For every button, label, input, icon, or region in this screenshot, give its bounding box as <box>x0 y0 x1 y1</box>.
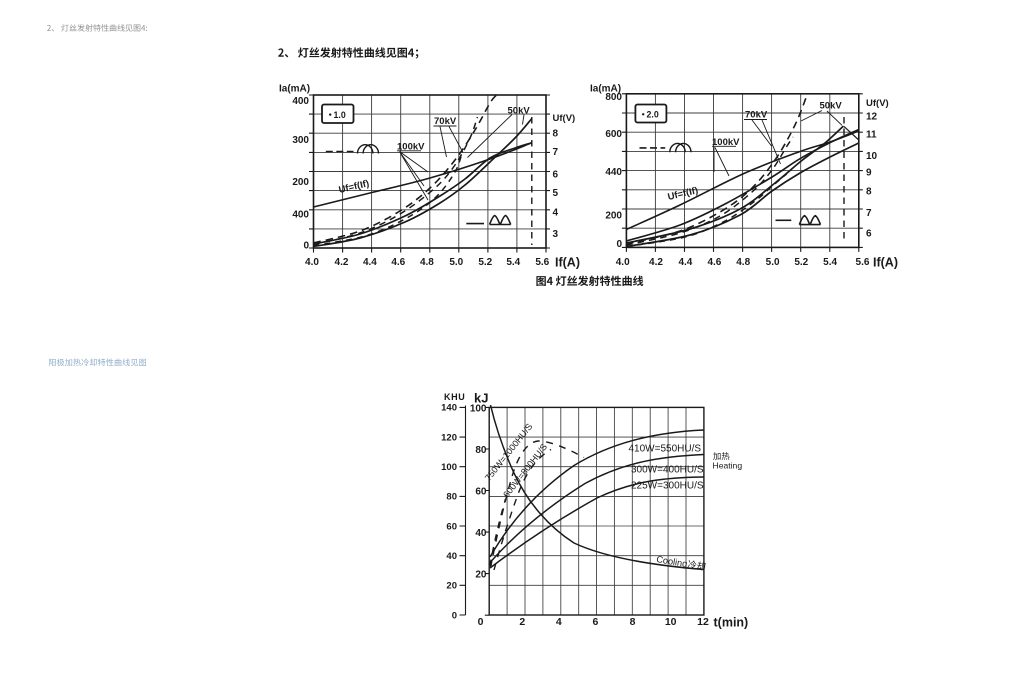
svg-text:4.0: 4.0 <box>616 257 630 268</box>
svg-text:9: 9 <box>866 167 872 178</box>
svg-text:4.6: 4.6 <box>707 257 721 268</box>
svg-text:Uf=f(If): Uf=f(If) <box>667 185 700 203</box>
svg-text:5.2: 5.2 <box>794 257 808 268</box>
svg-text:4.8: 4.8 <box>420 257 434 268</box>
svg-text:40: 40 <box>475 528 487 539</box>
svg-text:If(A): If(A) <box>873 256 898 270</box>
svg-text:8: 8 <box>866 186 872 197</box>
svg-text:Uf(V): Uf(V) <box>866 98 889 109</box>
svg-text:0: 0 <box>452 610 457 621</box>
svg-text:60: 60 <box>475 487 487 498</box>
svg-text:0: 0 <box>303 241 309 252</box>
svg-text:70kV: 70kV <box>745 109 768 120</box>
svg-text:120: 120 <box>441 432 457 443</box>
svg-text:80: 80 <box>475 445 487 456</box>
svg-text:10: 10 <box>866 151 878 162</box>
svg-text:5.2: 5.2 <box>478 257 492 268</box>
svg-text:kJ: kJ <box>474 391 488 406</box>
svg-text:6: 6 <box>553 170 559 181</box>
svg-text:t(min): t(min) <box>714 616 749 630</box>
svg-text:80: 80 <box>446 492 457 503</box>
svg-text:5.0: 5.0 <box>449 257 463 268</box>
svg-text:225W=300HU/S: 225W=300HU/S <box>631 481 704 492</box>
svg-text:4: 4 <box>553 208 559 219</box>
svg-text:100: 100 <box>470 404 487 415</box>
svg-text:5.0: 5.0 <box>766 257 780 268</box>
svg-text:800: 800 <box>605 92 622 103</box>
svg-text:Ia(mA): Ia(mA) <box>590 84 621 95</box>
svg-text:20: 20 <box>446 581 457 592</box>
svg-text:6: 6 <box>866 228 872 239</box>
svg-text:40: 40 <box>446 551 457 562</box>
svg-text:4.6: 4.6 <box>391 257 405 268</box>
svg-text:KHU: KHU <box>444 392 465 402</box>
svg-text:5.6: 5.6 <box>856 257 870 268</box>
svg-text:1.0: 1.0 <box>334 110 346 120</box>
svg-text:4.2: 4.2 <box>649 257 663 268</box>
svg-text:20: 20 <box>475 570 487 581</box>
svg-text:10: 10 <box>665 616 677 628</box>
svg-text:11: 11 <box>866 129 877 140</box>
svg-text:If(A): If(A) <box>555 256 580 270</box>
svg-text:Uf(V): Uf(V) <box>553 113 576 124</box>
svg-text:4: 4 <box>556 616 562 628</box>
svg-text:4.4: 4.4 <box>363 257 377 268</box>
svg-text:4.8: 4.8 <box>736 257 750 268</box>
svg-text:7: 7 <box>866 208 872 219</box>
svg-text:100kV: 100kV <box>712 137 740 148</box>
svg-text:12: 12 <box>866 112 878 123</box>
svg-text:8: 8 <box>630 616 636 628</box>
svg-text:0: 0 <box>478 616 484 628</box>
svg-text:4.2: 4.2 <box>335 257 349 268</box>
svg-text:100kV: 100kV <box>397 142 425 153</box>
svg-text:300: 300 <box>292 135 309 146</box>
svg-text:Heating: Heating <box>713 460 743 470</box>
svg-text:5.6: 5.6 <box>535 257 549 268</box>
svg-text:140: 140 <box>441 403 457 414</box>
svg-text:60: 60 <box>446 521 457 532</box>
svg-text:440: 440 <box>605 167 622 178</box>
svg-text:5.4: 5.4 <box>506 257 520 268</box>
svg-text:5.4: 5.4 <box>823 257 837 268</box>
svg-text:2: 2 <box>519 616 525 628</box>
svg-text:5: 5 <box>553 188 559 199</box>
svg-text:4.0: 4.0 <box>305 257 319 268</box>
svg-text:600: 600 <box>605 129 622 140</box>
svg-text:100: 100 <box>441 462 457 473</box>
svg-text:12: 12 <box>697 616 709 628</box>
svg-text:200: 200 <box>292 177 309 188</box>
svg-text:50kV: 50kV <box>508 106 531 117</box>
svg-text:400: 400 <box>292 96 309 107</box>
svg-text:Ia(mA): Ia(mA) <box>279 84 310 95</box>
svg-text:400: 400 <box>292 210 309 221</box>
svg-text:0: 0 <box>616 239 622 250</box>
svg-text:4.4: 4.4 <box>678 257 692 268</box>
svg-text:7: 7 <box>553 147 559 158</box>
svg-text:200: 200 <box>605 211 622 222</box>
svg-text:3: 3 <box>553 229 559 240</box>
svg-text:50kV: 50kV <box>820 101 843 112</box>
svg-text:70kV: 70kV <box>434 116 457 127</box>
svg-text:8: 8 <box>553 129 559 140</box>
svg-text:6: 6 <box>592 616 598 628</box>
svg-text:410W=550HU/S: 410W=550HU/S <box>629 444 702 455</box>
svg-text:2.0: 2.0 <box>647 110 659 120</box>
svg-text:300W=400HU/S: 300W=400HU/S <box>631 465 704 476</box>
